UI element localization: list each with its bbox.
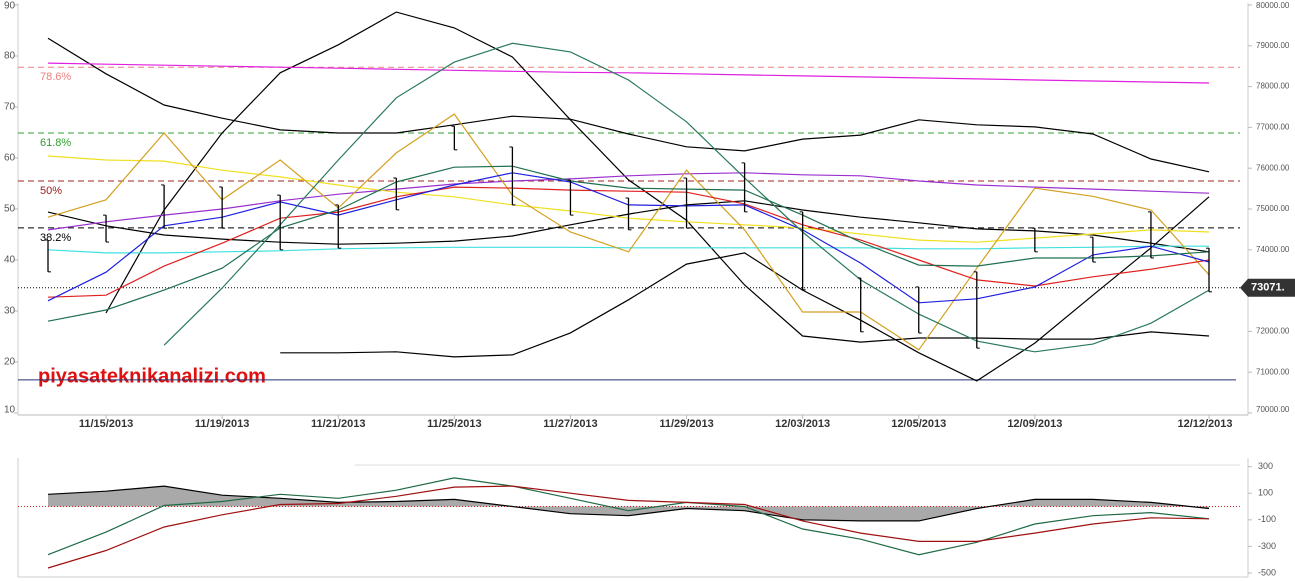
- fib-level-label: 78.6%: [40, 71, 71, 83]
- series-line: [47, 477, 1210, 556]
- series-line: [47, 245, 1209, 254]
- series-line: [47, 165, 1210, 322]
- x-tick-label: 11/15/2013: [79, 418, 133, 430]
- histogram-area: [48, 486, 1209, 521]
- y2-tick-label: 79000.00: [1256, 41, 1290, 50]
- x-tick-label: 12/12/2013: [1177, 418, 1232, 430]
- x-tick-label: 11/27/2013: [543, 418, 597, 430]
- x-tick-label: 11/21/2013: [311, 418, 365, 430]
- series-line: [47, 485, 1210, 569]
- y-tick-label: 300: [1258, 461, 1273, 471]
- y2-tick-label: 75000.00: [1256, 204, 1290, 213]
- x-tick-label: 12/05/2013: [891, 418, 946, 430]
- series-line: [280, 196, 1210, 382]
- y2-tick-label: 72000.00: [1256, 327, 1290, 336]
- series-line: [47, 62, 1210, 84]
- x-tick-label: 12/09/2013: [1007, 418, 1062, 430]
- fib-level-label: 61.8%: [40, 137, 71, 149]
- y2-tick-label: 70000.00: [1256, 405, 1290, 414]
- y-tick-label: 100: [1258, 488, 1273, 498]
- y2-tick-label: 77000.00: [1256, 123, 1290, 132]
- y-tick-label: 10: [4, 405, 16, 416]
- fib-level-label: 38.2%: [40, 232, 71, 244]
- series-line: [47, 113, 1210, 351]
- y2-tick-label: 71000.00: [1256, 367, 1290, 376]
- y-tick-label: 80: [4, 51, 16, 62]
- y-tick-label: 30: [4, 306, 16, 317]
- y2-tick-label: 76000.00: [1256, 163, 1290, 172]
- series-line: [47, 485, 1210, 522]
- y-tick-label: -100: [1258, 514, 1276, 524]
- x-tick-label: 11/19/2013: [195, 418, 249, 430]
- y2-tick-label: 78000.00: [1256, 82, 1290, 91]
- x-tick-label: 11/25/2013: [427, 418, 481, 430]
- y-tick-label: -300: [1258, 541, 1276, 551]
- series-line: [47, 37, 1210, 173]
- y-tick-label: -500: [1258, 567, 1276, 577]
- series-line: [163, 42, 1210, 353]
- y-tick-label: 90: [4, 1, 16, 12]
- x-tick-label: 12/03/2013: [775, 418, 830, 430]
- y-tick-label: 50: [4, 204, 16, 215]
- watermark: piyasateknikanalizi.com: [38, 365, 266, 387]
- y-tick-label: 40: [4, 255, 16, 266]
- y2-tick-label: 80000.00: [1256, 1, 1290, 10]
- y-tick-label: 60: [4, 153, 16, 164]
- y-tick-label: 20: [4, 357, 16, 368]
- y2-tick-label: 74000.00: [1256, 245, 1290, 254]
- price-box: [1240, 278, 1295, 297]
- fib-level-label: 50%: [40, 185, 62, 197]
- x-tick-label: 11/29/2013: [659, 418, 713, 430]
- price-label: 73071.: [1251, 282, 1285, 294]
- y-tick-label: 70: [4, 102, 16, 113]
- series-line: [47, 172, 1210, 231]
- series-line: [105, 11, 1210, 343]
- series-line: [47, 186, 1210, 298]
